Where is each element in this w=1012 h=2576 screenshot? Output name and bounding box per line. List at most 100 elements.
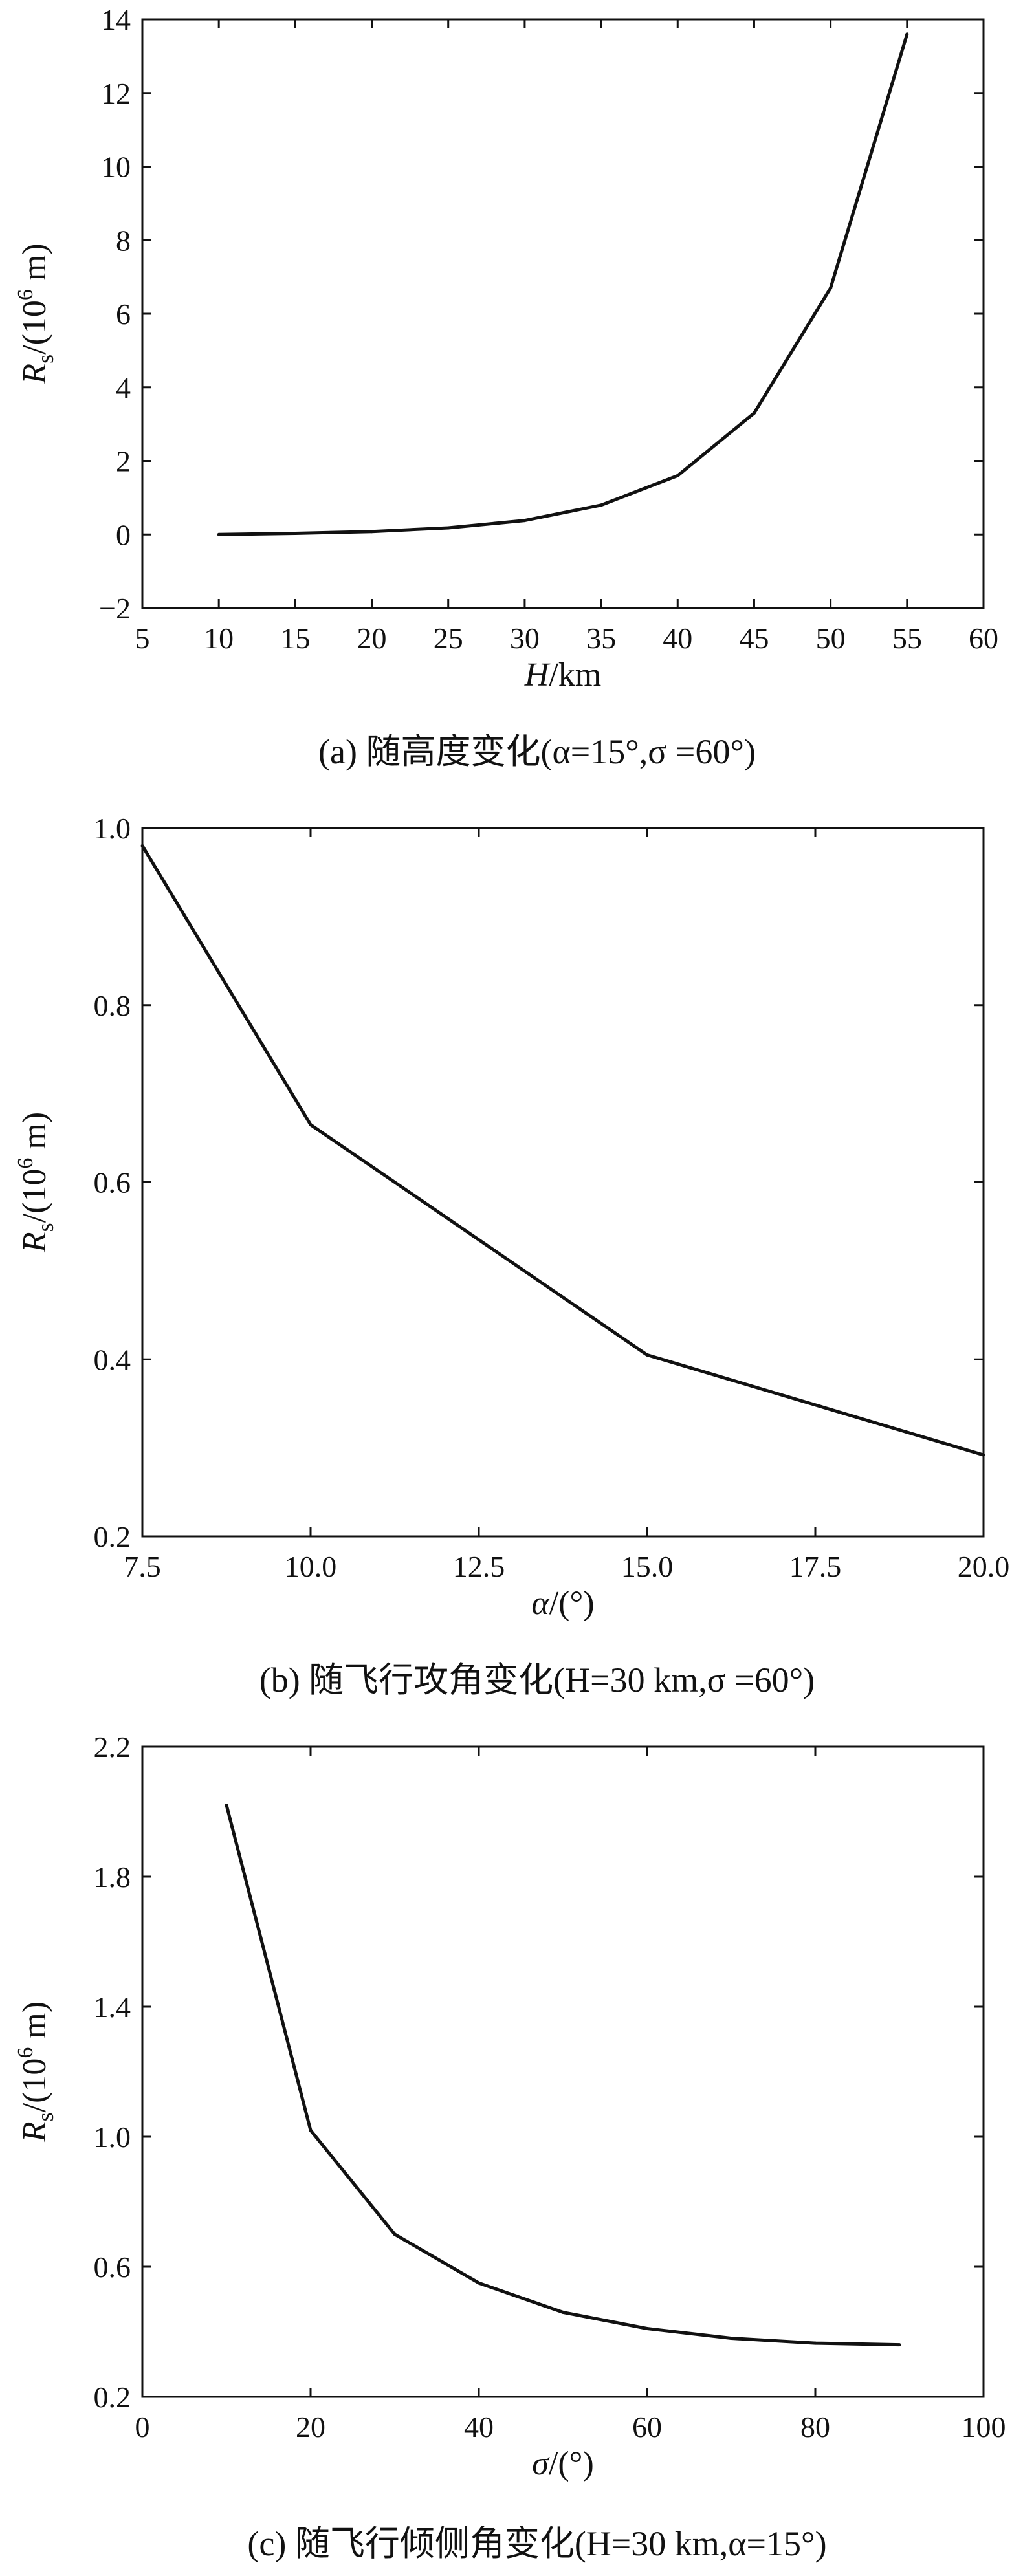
chart-caption: (b) 随飞行攻角变化(H=30 km,σ =60°) <box>259 1661 815 1699</box>
data-point <box>752 411 756 415</box>
y-tick-label: 2.2 <box>94 1730 131 1763</box>
y-tick-label: 0.4 <box>94 1343 131 1376</box>
y-axis-unit: /(10 <box>16 300 53 355</box>
plot-frame <box>141 18 985 609</box>
x-tick-label: 20 <box>296 2410 325 2443</box>
data-point <box>905 32 909 36</box>
y-axis-exp: 6 <box>14 2047 38 2058</box>
data-point <box>897 2343 901 2347</box>
y-axis-var: R <box>16 1232 53 1253</box>
data-point <box>309 1123 313 1127</box>
x-tick-label: 45 <box>739 622 769 655</box>
data-point <box>446 526 450 530</box>
x-axis-label: α/(°) <box>531 1585 594 1622</box>
x-tick-label: 80 <box>800 2410 830 2443</box>
x-tick-label: 7.5 <box>124 1550 161 1583</box>
data-point <box>370 530 374 534</box>
y-tick-label: 0.8 <box>94 989 131 1022</box>
x-axis-unit: /(°) <box>549 1585 595 1622</box>
chart-panel-b: 7.5 10.0 12.5 15.0 17.5 20.0 0.2 0.4 0.6 0.8 1.0 α/… <box>0 802 1012 1721</box>
y-tick-label: 0.2 <box>94 2381 131 2414</box>
y-tick-label: 8 <box>116 224 131 257</box>
y-axis-unit: /(10 <box>16 2058 53 2113</box>
chart-a-svg: 5 10 15 20 25 30 35 40 45 50 55 60 −2 0 2 4 6 8 10 12 14 H/km… <box>14 3 998 771</box>
y-axis-var: R <box>16 364 53 385</box>
y-axis-tail: m) <box>16 1112 53 1158</box>
data-point <box>645 2326 649 2330</box>
data-point <box>729 2337 733 2341</box>
data-point <box>599 503 603 507</box>
series-line <box>140 845 984 1457</box>
y-tick-label: 0.6 <box>94 2251 131 2284</box>
x-tick-label: 50 <box>816 622 846 655</box>
x-tick-label: 25 <box>434 622 463 655</box>
x-axis-var: σ <box>532 2445 550 2482</box>
x-tick-label: 10 <box>204 622 234 655</box>
x-tick-label: 0 <box>135 2410 150 2443</box>
data-point <box>523 519 527 523</box>
y-axis-exp: 6 <box>14 289 38 300</box>
x-tick-label: 40 <box>663 622 692 655</box>
x-tick-label: 30 <box>510 622 540 655</box>
data-point <box>309 2128 313 2132</box>
data-point <box>829 286 833 290</box>
data-point <box>217 532 221 536</box>
x-tick-label: 40 <box>464 2410 494 2443</box>
y-tick-label: 1.4 <box>94 1991 131 2024</box>
chart-caption: (c) 随飞行倾侧角变化(H=30 km,α=15°) <box>247 2524 826 2563</box>
data-point <box>393 2232 397 2236</box>
x-tick-label: 60 <box>969 622 998 655</box>
x-axis-unit: /km <box>549 657 601 693</box>
y-tick-label: 1.0 <box>94 2121 131 2154</box>
x-tick-label: 35 <box>586 622 616 655</box>
x-axis-unit: /(°) <box>549 2445 594 2482</box>
y-axis-label: Rs/(106 m) <box>14 243 58 384</box>
x-axis-var: α <box>531 1585 550 1622</box>
y-tick-label: 0 <box>116 518 131 551</box>
x-tick-label: 12.5 <box>453 1550 505 1583</box>
x-tick-label: 15 <box>280 622 310 655</box>
y-axis-unit: /(10 <box>16 1169 53 1223</box>
y-tick-label: 1.8 <box>94 1861 131 1894</box>
y-axis-exp: 6 <box>14 1158 38 1169</box>
y-tick-label: 12 <box>101 77 131 110</box>
data-point <box>293 532 297 536</box>
y-tick-label: 14 <box>101 3 131 36</box>
x-tick-label: 20 <box>357 622 387 655</box>
data-point <box>813 2341 817 2345</box>
x-tick-label: 10.0 <box>285 1550 337 1583</box>
x-axis-label: H/km <box>524 657 601 693</box>
x-tick-label: 100 <box>962 2410 1006 2443</box>
y-axis-tail: m) <box>16 2002 53 2047</box>
x-tick-label: 15.0 <box>621 1550 674 1583</box>
chart-caption: (a) 随高度变化(α=15°,σ =60°) <box>318 732 756 771</box>
data-point <box>982 1453 985 1457</box>
y-axis-sub: s <box>32 2112 58 2121</box>
y-tick-label: −2 <box>99 592 131 625</box>
y-tick-label: 4 <box>116 371 131 404</box>
y-axis-label: Rs/(106 m) <box>14 2002 58 2143</box>
y-axis-tail: m) <box>16 243 53 289</box>
y-tick-label: 0.6 <box>94 1166 131 1199</box>
y-tick-label: 6 <box>116 298 131 331</box>
chart-c-svg: 0 20 40 60 80 100 0.2 0.6 1.0 1.4 1.8 2.2 σ/(°) Rs/(1… <box>14 1730 1006 2563</box>
series-line <box>219 34 909 536</box>
y-tick-label: 1.0 <box>94 812 131 845</box>
data-point <box>225 1803 228 1807</box>
x-tick-label: 17.5 <box>789 1550 842 1583</box>
x-tick-label: 5 <box>135 622 150 655</box>
x-axis-label: σ/(°) <box>532 2445 594 2482</box>
y-tick-label: 2 <box>116 445 131 478</box>
data-point <box>645 1353 649 1357</box>
x-tick-label: 60 <box>632 2410 662 2443</box>
series-line <box>225 1804 900 2347</box>
data-point <box>477 2281 481 2285</box>
y-axis-label: Rs/(106 m) <box>14 1112 58 1253</box>
chart-panel-c: 0 20 40 60 80 100 0.2 0.6 1.0 1.4 1.8 2.2 σ/(°) Rs/(1… <box>0 1721 1012 2576</box>
data-point <box>676 474 679 477</box>
x-axis-var: H <box>524 657 551 693</box>
chart-b-svg: 7.5 10.0 12.5 15.0 17.5 20.00.20.40.60.81.0α/… <box>14 812 1010 1699</box>
plot-frame <box>141 1745 985 2398</box>
plot-frame <box>141 827 985 1538</box>
x-tick-label: 20.0 <box>958 1550 1010 1583</box>
